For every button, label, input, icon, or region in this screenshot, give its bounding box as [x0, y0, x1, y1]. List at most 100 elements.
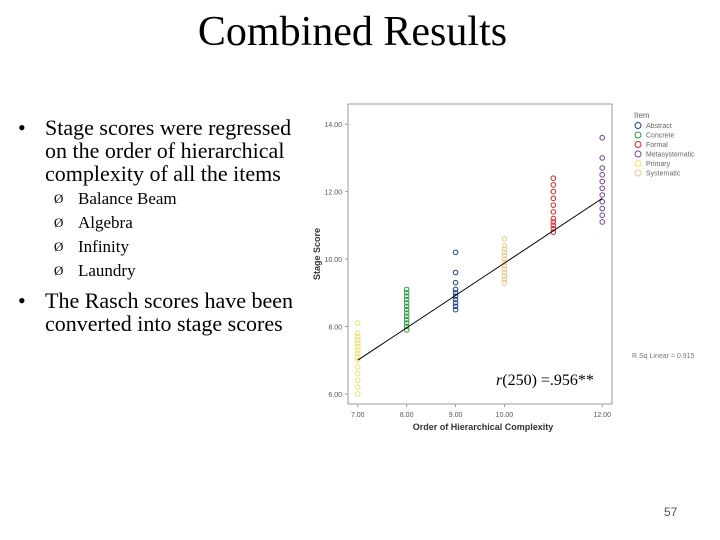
data-point	[501, 276, 508, 283]
sub-bullet-text: Infinity	[78, 237, 129, 256]
data-point	[452, 286, 459, 293]
data-point	[354, 377, 361, 384]
data-point	[452, 306, 459, 313]
data-point	[403, 296, 410, 303]
data-point	[599, 205, 606, 212]
y-tick-label: 14.00	[324, 122, 342, 129]
data-point	[403, 310, 410, 316]
data-point	[599, 192, 606, 198]
data-point	[599, 198, 606, 205]
data-point	[550, 202, 557, 208]
sub-bullet-text: Laundry	[78, 261, 136, 280]
data-point	[354, 354, 361, 360]
data-point	[501, 246, 508, 252]
x-axis-label: Order of Hierarchical Complexity	[413, 422, 554, 432]
bullet-dot: •	[18, 288, 26, 313]
sub-bullet-list: Ø Balance Beam Ø Algebra Ø Infinity Ø La…	[18, 187, 308, 283]
bullet-list: • Stage scores were regressed on the ord…	[18, 116, 308, 335]
data-point	[452, 269, 459, 276]
data-point	[599, 155, 606, 161]
data-point	[452, 303, 459, 310]
data-point	[501, 279, 508, 286]
y-axis: 6.00 8.00 10.00 12.00 14.00	[324, 122, 348, 399]
sub-bullet-text: Algebra	[78, 213, 133, 232]
data-point	[354, 337, 361, 343]
data-point	[354, 320, 361, 326]
scatter-chart: 6.00 8.00 10.00 12.00 14.00 7.00 8.00 9.00 10.0…	[312, 103, 695, 432]
data-point	[403, 303, 410, 310]
data-point	[354, 370, 361, 377]
x-tick-label: 10.00	[496, 412, 514, 419]
data-point	[599, 178, 606, 185]
data-point	[403, 293, 410, 299]
legend-marker	[634, 141, 642, 148]
sub-bullet-algebra: Ø Algebra	[18, 211, 308, 235]
data-point	[354, 350, 361, 357]
legend-label: Primary	[646, 161, 671, 168]
data-point	[501, 252, 508, 259]
data-point	[599, 165, 606, 171]
bullet-text: Stage scores were regressed on the order…	[45, 115, 292, 186]
fit-line-group	[357, 197, 603, 361]
data-point	[550, 209, 557, 215]
y-tick-label: 8.00	[328, 324, 342, 331]
legend-label: Concrete	[646, 133, 675, 140]
correlation-value: (250) =.956**	[502, 372, 594, 389]
data-point	[501, 259, 508, 266]
data-points	[354, 134, 606, 397]
data-point	[550, 175, 557, 181]
legend-marker	[634, 131, 642, 139]
bullet-item-regression: • Stage scores were regressed on the ord…	[18, 116, 308, 185]
arrow-bullet-icon: Ø	[54, 215, 64, 230]
legend-marker	[634, 150, 642, 158]
legend-marker	[634, 122, 642, 129]
data-point	[599, 134, 606, 141]
x-tick-label: 9.00	[449, 412, 463, 419]
data-point	[550, 215, 557, 222]
legend-marker	[634, 160, 642, 167]
x-tick-label: 12.00	[593, 412, 611, 419]
data-point	[403, 306, 410, 313]
data-point	[599, 185, 606, 192]
legend-label: Formal	[646, 142, 668, 149]
bullet-text: The Rasch scores have been converted int…	[45, 288, 294, 336]
data-point	[599, 171, 606, 178]
data-point	[354, 330, 361, 337]
data-point	[501, 273, 508, 279]
correlation-note: r(250) =.956**	[496, 372, 594, 390]
correlation-r: r	[496, 372, 503, 389]
data-point	[354, 333, 361, 340]
data-point	[403, 320, 410, 326]
bullet-dot: •	[18, 115, 26, 140]
sub-bullet-laundry: Ø Laundry	[18, 259, 308, 283]
arrow-bullet-icon: Ø	[54, 191, 64, 206]
y-tick-label: 12.00	[324, 190, 342, 197]
data-point	[501, 249, 508, 256]
fit-label: R Sq Linear = 0.915	[632, 353, 695, 360]
data-point	[403, 289, 410, 296]
legend-title: Item	[634, 111, 650, 120]
sub-bullet-text: Balance Beam	[78, 189, 177, 208]
bullet-item-rasch: • The Rasch scores have been converted i…	[18, 289, 308, 335]
data-point	[550, 182, 557, 188]
y-axis-label: Stage Score	[312, 228, 322, 280]
data-point	[501, 242, 508, 249]
data-point	[501, 266, 508, 272]
page-number: 57	[664, 505, 678, 519]
x-axis: 7.00 8.00 9.00 10.00 12.00	[351, 404, 611, 419]
data-point	[354, 343, 361, 350]
data-point	[599, 212, 606, 219]
data-point	[452, 249, 459, 256]
data-point	[403, 316, 410, 323]
legend-label: Systematic	[646, 171, 681, 178]
data-point	[354, 357, 361, 363]
data-point	[354, 347, 361, 353]
data-point	[452, 279, 459, 286]
arrow-bullet-icon: Ø	[54, 239, 64, 254]
x-tick-label: 8.00	[400, 412, 414, 419]
data-point	[550, 195, 557, 202]
data-point	[354, 391, 361, 397]
fit-line	[357, 197, 603, 361]
slide-title: Combined Results	[197, 9, 508, 55]
data-point	[452, 293, 459, 299]
